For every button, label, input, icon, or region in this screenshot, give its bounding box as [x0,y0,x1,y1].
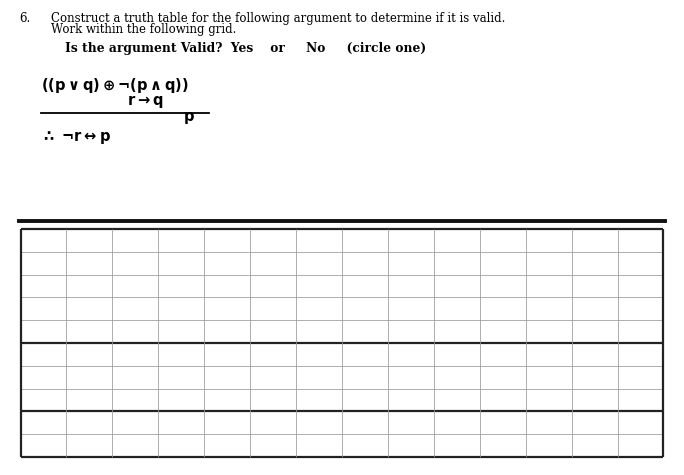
Text: Work within the following grid.: Work within the following grid. [51,23,237,36]
Text: $\mathbf{((p\vee q)\oplus\neg(p\wedge q))}$: $\mathbf{((p\vee q)\oplus\neg(p\wedge q)… [41,76,189,95]
Text: $\mathbf{r\rightarrow q}$: $\mathbf{r\rightarrow q}$ [127,93,163,110]
Text: Construct a truth table for the following argument to determine if it is valid.: Construct a truth table for the followin… [51,12,505,25]
Text: $\mathbf{p}$: $\mathbf{p}$ [183,110,195,126]
Text: $\mathbf{\therefore\ \neg r\leftrightarrow p}$: $\mathbf{\therefore\ \neg r\leftrightarr… [41,129,111,146]
Text: 6.: 6. [19,12,30,25]
Text: Is the argument Valid?  Yes    or     No     (circle one): Is the argument Valid? Yes or No (circle… [65,42,426,55]
